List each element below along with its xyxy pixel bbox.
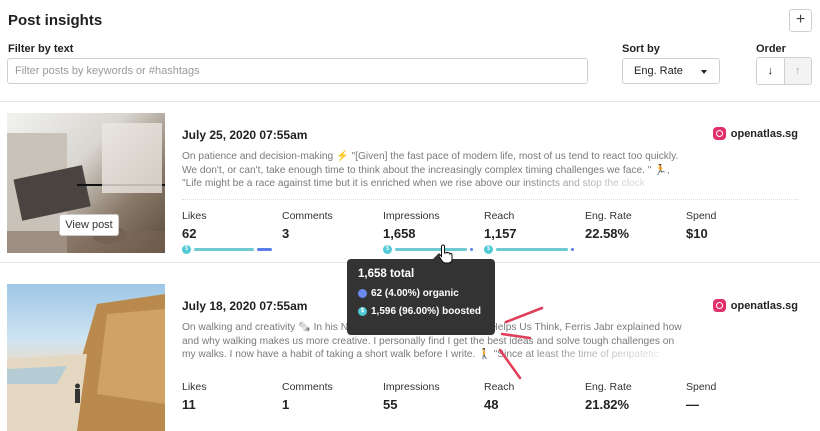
metric-likes: Likes 11 [182,381,207,412]
thumbnail-image [7,123,165,253]
post-caption: On patience and decision-making ⚡ "[Give… [182,150,688,192]
caret-down-icon [701,70,707,74]
tooltip-boosted-row: $ 1,596 (96.00%) boosted [358,306,484,317]
view-post-button[interactable]: View post [59,214,119,236]
metric-comments: Comments 1 [282,381,333,412]
metric-spend: Spend $10 [686,210,716,241]
metric-label: Impressions [383,381,440,393]
metric-label: Likes [182,381,207,393]
metric-value: 21.82% [585,397,630,412]
order-descending-button[interactable]: ↓ [757,58,785,84]
post-thumbnail[interactable]: View post [7,113,165,253]
metric-value: 62 [182,226,197,241]
likes-split-bar[interactable]: $ [182,245,272,254]
metric-value: 55 [383,397,398,412]
annotation-marks [498,306,544,380]
organic-segment [257,248,272,251]
instagram-icon [712,127,726,140]
sort-select[interactable]: Eng. Rate [622,58,720,84]
impressions-split-bar[interactable]: $ [383,245,473,254]
hand-pointer-icon [438,244,453,264]
metric-label: Spend [686,381,717,393]
order-ascending-button[interactable]: ↑ [784,58,811,84]
page-header: Post insights + Filter by text Sort by E… [0,0,820,102]
metric-comments: Comments 3 [282,210,333,241]
post-card: July 18, 2020 07:55am openatlas.sg On wa… [0,265,820,431]
dollar-coin-icon: $ [383,245,392,254]
metric-eng-rate: Eng. Rate 21.82% [585,381,632,412]
boosted-segment [496,248,568,251]
metric-value: 22.58% [585,226,630,241]
reach-split-bar[interactable]: $ [484,245,574,254]
organic-segment [571,248,574,251]
account-name: openatlas.sg [730,127,798,140]
tooltip-total: 1,658 total [358,268,415,280]
metric-value: — [686,397,699,412]
metric-value: 3 [282,226,290,241]
tooltip-boosted: 1,596 (96.00%) boosted [371,306,482,317]
page-title: Post insights [8,12,103,29]
boosted-segment [395,248,467,251]
metric-label: Comments [282,381,333,393]
metric-value: 11 [182,397,196,412]
metric-label: Comments [282,210,333,222]
metric-impressions: Impressions 1,658 [383,210,440,241]
metric-value: 1 [282,397,290,412]
divider [182,199,798,200]
tooltip-organic-row: 62 (4.00%) organic [358,288,484,299]
metric-value: 1,658 [383,226,416,241]
metric-label: Impressions [383,210,440,222]
metric-value: 48 [484,397,499,412]
add-button[interactable]: + [789,9,812,32]
post-account[interactable]: openatlas.sg [712,127,798,140]
post-account[interactable]: openatlas.sg [712,299,798,312]
dollar-coin-icon: $ [358,307,367,316]
filter-label: Filter by text [8,43,74,55]
metric-label: Reach [484,210,515,222]
post-card: View post July 25, 2020 07:55am openatla… [0,103,820,263]
metric-label: Reach [484,381,515,393]
sort-label: Sort by [622,43,660,55]
tooltip-organic: 62 (4.00%) organic [371,288,459,299]
metric-label: Eng. Rate [585,210,632,222]
account-name: openatlas.sg [730,299,798,312]
metric-spend: Spend — [686,381,716,412]
boosted-segment [194,248,254,251]
sort-value: Eng. Rate [634,65,683,77]
thumbnail-image [7,294,165,431]
metric-value: $10 [686,226,708,241]
post-date: July 25, 2020 07:55am [182,128,308,142]
metric-label: Likes [182,210,207,222]
search-input[interactable] [7,58,588,84]
order-label: Order [756,43,786,55]
metric-label: Spend [686,210,717,222]
impressions-tooltip: 1,658 total 62 (4.00%) organic $ 1,596 (… [347,253,495,335]
order-toggle: ↓ ↑ [756,57,812,85]
organic-icon [358,289,367,298]
metric-value: 1,157 [484,226,517,241]
post-date: July 18, 2020 07:55am [182,299,308,313]
metric-impressions: Impressions 55 [383,381,440,412]
metric-label: Eng. Rate [585,381,632,393]
metric-reach: Reach 48 [484,381,514,412]
dollar-coin-icon: $ [182,245,191,254]
dollar-coin-icon: $ [484,245,493,254]
metric-likes: Likes 62 [182,210,207,241]
metric-reach: Reach 1,157 [484,210,517,241]
instagram-icon [712,299,726,312]
organic-segment [470,248,473,251]
post-thumbnail[interactable] [7,284,165,431]
metric-eng-rate: Eng. Rate 22.58% [585,210,632,241]
